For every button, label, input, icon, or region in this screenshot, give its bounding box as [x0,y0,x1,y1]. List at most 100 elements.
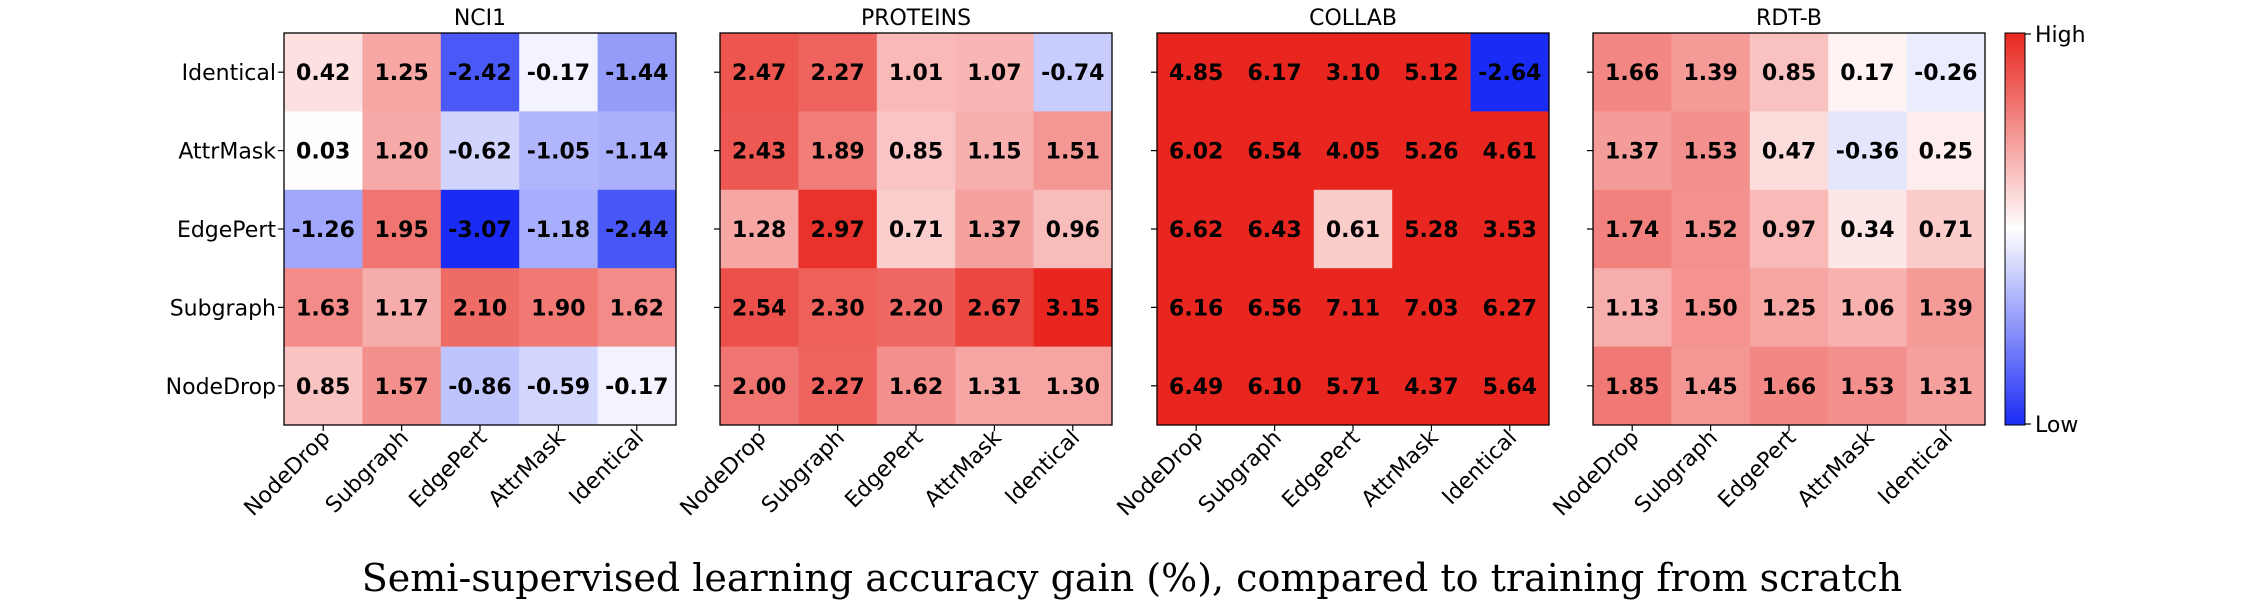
cell-value-label: -3.07 [448,218,511,243]
cell-value-label: 5.26 [1404,140,1458,165]
cell-value-label: 3.10 [1326,61,1380,86]
cell-value-label: 7.11 [1326,296,1380,321]
heatmap-cell [1235,268,1315,348]
cell-value-label: 6.49 [1169,375,1223,400]
cell-value-label: 1.01 [889,61,943,86]
heatmap-cell [1392,33,1472,112]
heatmap-cell [1906,111,1986,191]
heatmap-cell [440,111,520,191]
cell-value-label: 0.17 [1840,61,1894,86]
heatmap-cell [1313,33,1393,112]
heatmap-cell [1749,33,1829,112]
cell-value-label: 1.62 [889,375,943,400]
cell-value-label: 5.28 [1404,218,1458,243]
cell-value-label: 1.95 [374,218,428,243]
x-tick-label: Identical [565,426,649,510]
heatmap-cell [1313,268,1393,348]
cell-value-label: -2.42 [448,61,511,86]
heatmap-cell [1313,189,1393,269]
heatmap-cell [284,268,363,348]
cell-value-label: 5.64 [1483,375,1537,400]
heatmap-cell [1470,189,1550,269]
heatmap-cell [1470,346,1550,426]
heatmap-cell [798,33,878,112]
cell-value-label: 0.47 [1762,140,1816,165]
cell-value-label: 0.42 [296,61,350,86]
x-tick-label: AttrMask [484,425,571,512]
cell-value-label: 2.10 [453,296,507,321]
heatmap-cell [597,346,677,426]
heatmap-cell [1157,33,1236,112]
cell-value-label: 1.13 [1605,296,1659,321]
heatmap-cell [1593,33,1672,112]
cell-value-label: 1.39 [1683,61,1737,86]
heatmap-panel-collab: COLLAB 4.85 6.17 3.10 5.12 -2.64 6.02 6.54 4.05 5… [1113,6,1550,521]
heatmap-cell [284,33,363,112]
heatmap-cell [1828,189,1908,269]
cell-value-label: 1.89 [810,140,864,165]
heatmap-cell [519,346,599,426]
heatmap-cell [519,189,599,269]
heatmap-cell [876,189,956,269]
colorbar-high-label: High [2035,23,2086,48]
cell-value-label: 1.25 [374,61,428,86]
heatmap-cell [876,111,956,191]
heatmap-cell [798,189,878,269]
heatmap-cell [1828,268,1908,348]
panel-title: RDT-B [1756,6,1822,31]
heatmap-cell [1749,268,1829,348]
x-tick-label: EdgePert [405,425,493,513]
heatmap-cell [1906,268,1986,348]
cell-value-label: 6.02 [1169,140,1223,165]
cell-value-label: 1.74 [1605,218,1659,243]
heatmap-cell [597,33,677,112]
x-tick-label: EdgePert [1278,425,1366,513]
x-tick-label: Identical [1438,426,1522,510]
cell-value-label: 3.53 [1483,218,1537,243]
cell-value-label: -1.44 [605,61,668,86]
cell-value-label: 2.27 [810,375,864,400]
cell-value-label: 1.07 [967,61,1021,86]
heatmap-cell [284,111,363,191]
cell-value-label: -1.26 [291,218,354,243]
cell-value-label: 1.15 [967,140,1021,165]
y-tick-label: EdgePert [177,218,276,243]
cell-value-label: 0.97 [1762,218,1816,243]
heatmap-cell [1593,346,1672,426]
cell-value-label: 1.50 [1683,296,1737,321]
heatmap-cell [798,346,878,426]
y-tick-label: Identical [182,61,276,86]
heatmap-cell [362,33,442,112]
heatmap-cell [1392,189,1472,269]
panel-title: COLLAB [1309,6,1397,31]
heatmap-cell [1749,189,1829,269]
heatmap-panel-proteins: PROTEINS 2.47 2.27 1.01 1.07 -0.74 2.43 1.89 0.8… [676,6,1113,521]
cell-value-label: 6.54 [1247,140,1301,165]
heatmap-cell [1671,189,1751,269]
heatmap-cell [1313,346,1393,426]
heatmap-cell [1033,189,1113,269]
cell-value-label: 0.85 [296,375,350,400]
cell-value-label: 1.57 [374,375,428,400]
x-tick-label: Identical [1874,426,1958,510]
heatmap-cell [1392,346,1472,426]
x-tick-label: NodeDrop [1113,426,1209,522]
heatmap-cell [1157,111,1236,191]
heatmap-cell [1235,33,1315,112]
x-tick-label: Subgraph [1630,426,1723,519]
cell-value-label: 1.51 [1046,140,1100,165]
cell-value-label: 1.66 [1605,61,1659,86]
heatmap-cell [798,268,878,348]
cell-value-label: -0.26 [1914,61,1977,86]
cell-value-label: 4.37 [1404,375,1458,400]
x-tick-label: AttrMask [1793,425,1880,512]
cell-value-label: 2.97 [810,218,864,243]
colorbar: High Low [2004,23,2086,438]
x-tick-label: Subgraph [757,426,850,519]
cell-value-label: 1.25 [1762,296,1816,321]
heatmap-cell [955,189,1035,269]
y-tick-label: NodeDrop [166,375,276,400]
cell-value-label: 1.45 [1683,375,1737,400]
cell-value-label: 1.90 [531,296,585,321]
heatmap-cell [362,189,442,269]
